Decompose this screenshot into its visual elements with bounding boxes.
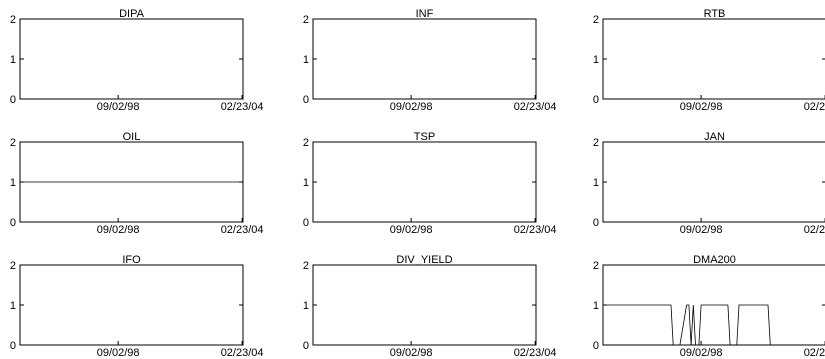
y-tick-label-8-1: 1 [303,300,309,312]
plot-frame-8 [312,264,537,346]
x-tick-label-1-1: 09/02/98 [97,101,140,113]
y-tick-label-7-0: 0 [10,340,16,352]
x-tick-label-7-2: 02/23/04 [221,347,264,359]
y-tick-label-2-0: 0 [303,94,309,106]
y-tick-label-7-1: 1 [10,300,16,312]
y-tick-label-1-0: 0 [10,94,16,106]
plot-frame-2 [312,18,537,100]
chart-title-1: DIPA [119,8,145,20]
series-line-9-1 [603,304,825,346]
plot-frame-6 [602,141,825,223]
chart-title-3: RTB [704,8,726,20]
plot-frame-5 [312,141,537,223]
y-tick-label-6-1: 1 [593,177,599,189]
plot-frame-3 [602,18,825,100]
plot-frame-7 [19,264,244,346]
x-tick-label-2-1: 09/02/98 [390,101,433,113]
y-tick-label-1-2: 2 [10,14,16,26]
y-tick-label-6-0: 0 [593,217,599,229]
y-tick-label-4-1: 1 [10,177,16,189]
y-tick-label-4-0: 0 [10,217,16,229]
y-tick-label-8-0: 0 [303,340,309,352]
y-tick-label-6-2: 2 [593,137,599,149]
y-tick-label-3-0: 0 [593,94,599,106]
x-tick-label-6-2: 02/23/04 [804,224,825,236]
x-tick-label-9-2: 02/23/04 [804,347,825,359]
x-tick-label-9-1: 09/02/98 [680,347,723,359]
y-tick-label-9-1: 1 [593,300,599,312]
y-tick-label-8-2: 2 [303,260,309,272]
x-tick-label-7-1: 09/02/98 [97,347,140,359]
plot-frame-1 [19,18,244,100]
y-tick-label-7-2: 2 [10,260,16,272]
y-tick-label-3-1: 1 [593,54,599,66]
x-tick-label-4-1: 09/02/98 [97,224,140,236]
y-tick-label-5-2: 2 [303,137,309,149]
y-tick-label-2-2: 2 [303,14,309,26]
y-tick-label-5-1: 1 [303,177,309,189]
x-tick-label-8-2: 02/23/04 [514,347,557,359]
y-tick-label-9-2: 2 [593,260,599,272]
y-tick-label-3-2: 2 [593,14,599,26]
chart-title-6: JAN [704,131,725,143]
chart-title-9: DMA200 [693,254,736,266]
x-tick-label-4-2: 02/23/04 [221,224,264,236]
y-tick-label-2-1: 1 [303,54,309,66]
y-tick-label-5-0: 0 [303,217,309,229]
y-tick-label-1-1: 1 [10,54,16,66]
x-tick-label-3-2: 02/23/04 [804,101,825,113]
chart-title-2: INF [416,8,434,20]
chart-title-4: OIL [123,131,141,143]
x-tick-label-8-1: 09/02/98 [390,347,433,359]
chart-title-7: IFO [122,254,141,266]
x-tick-label-6-1: 09/02/98 [680,224,723,236]
chart-title-5: TSP [414,131,435,143]
y-tick-label-4-2: 2 [10,137,16,149]
x-tick-label-3-1: 09/02/98 [680,101,723,113]
x-tick-label-5-1: 09/02/98 [390,224,433,236]
x-tick-label-1-2: 02/23/04 [221,101,264,113]
x-tick-label-5-2: 02/23/04 [514,224,557,236]
chart-title-8: DIV_YIELD [396,254,452,266]
y-tick-label-9-0: 0 [593,340,599,352]
x-tick-label-2-2: 02/23/04 [514,101,557,113]
